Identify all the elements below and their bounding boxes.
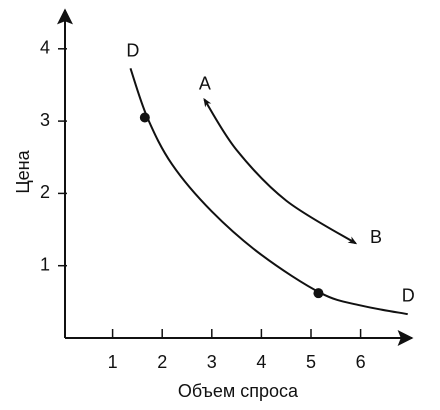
y-axis-label: Цена — [13, 149, 33, 193]
x-tick-label: 5 — [306, 352, 316, 372]
point — [313, 288, 324, 299]
x-tick-label: 3 — [207, 352, 217, 372]
y-tick-label: 2 — [40, 182, 50, 202]
x-tick-label: 6 — [356, 352, 366, 372]
x-tick-label: 1 — [108, 352, 118, 372]
annotation: A — [199, 74, 211, 94]
x-axis-label: Объем спроса — [178, 381, 299, 401]
annotation: D — [402, 286, 415, 306]
annotation: D — [126, 40, 139, 60]
y-tick-label: 3 — [40, 110, 50, 130]
arrow-curve — [203, 97, 358, 245]
y-tick-label: 1 — [40, 254, 50, 274]
x-tick-label: 2 — [157, 352, 167, 372]
y-tick-label: 4 — [40, 38, 50, 58]
annotation: B — [370, 227, 382, 247]
demand-curve — [129, 67, 408, 316]
x-tick-label: 4 — [256, 352, 266, 372]
point — [139, 112, 150, 123]
